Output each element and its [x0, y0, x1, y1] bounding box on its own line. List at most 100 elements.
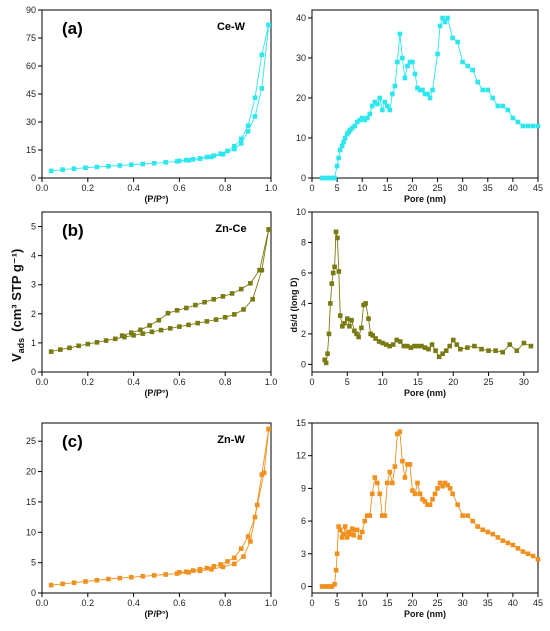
- data-point: [225, 559, 230, 564]
- data-point: [454, 342, 460, 347]
- data-point: [420, 87, 425, 93]
- data-point: [397, 429, 403, 435]
- data-point: [147, 323, 152, 328]
- data-point: [197, 156, 203, 161]
- data-point: [510, 115, 516, 121]
- data-point: [397, 31, 403, 37]
- data-point: [425, 502, 430, 508]
- data-point: [332, 175, 337, 181]
- data-point: [500, 103, 506, 109]
- x-axis-label: Pore (nm): [404, 194, 446, 204]
- x-tick-label: 30: [519, 377, 529, 387]
- data-point: [440, 483, 445, 489]
- panel-1: 0 5 10 15 20 25 30 35 40 45 0 10 20 30 40 Pore (nm): [296, 9, 543, 204]
- data-point: [419, 343, 424, 349]
- data-point: [380, 340, 385, 346]
- x-axis-label: (P/P°): [144, 194, 168, 204]
- data-point: [372, 475, 378, 480]
- data-point: [252, 514, 258, 520]
- data-point: [480, 87, 486, 93]
- data-point: [322, 357, 328, 363]
- y-tick-label: 30: [296, 53, 306, 63]
- x-tick-label: 40: [508, 598, 518, 608]
- data-point: [218, 151, 223, 157]
- data-point: [505, 540, 511, 546]
- x-tick-label: 5: [335, 183, 340, 193]
- data-point: [405, 462, 410, 467]
- data-point: [266, 426, 272, 432]
- y-tick-label: 2: [31, 309, 36, 319]
- data-point: [337, 313, 343, 318]
- data-point: [347, 531, 353, 537]
- data-point: [117, 575, 123, 581]
- data-point: [319, 175, 325, 181]
- x-tick-label: 0: [309, 598, 314, 608]
- ylabel-v: V: [9, 353, 24, 362]
- y-tick-label: 1: [31, 338, 36, 348]
- data-point: [329, 281, 335, 286]
- data-point: [209, 567, 214, 572]
- data-point: [364, 513, 370, 518]
- data-point: [385, 480, 390, 486]
- y-tick-label: 9: [301, 483, 306, 493]
- data-point: [345, 316, 350, 321]
- data-point: [520, 549, 526, 554]
- data-point: [450, 491, 455, 497]
- data-point: [426, 346, 431, 352]
- data-point: [382, 99, 388, 105]
- data-point: [213, 317, 219, 322]
- data-point: [163, 160, 168, 165]
- data-point: [241, 307, 246, 312]
- data-point: [158, 327, 164, 333]
- data-point: [400, 55, 405, 61]
- x-tick-label: 0: [309, 377, 314, 387]
- data-point: [190, 568, 196, 573]
- x-tick-label: 10: [357, 598, 367, 608]
- data-point: [327, 584, 332, 589]
- data-point: [465, 63, 470, 69]
- sample-label: Zn-Ce: [215, 223, 246, 235]
- data-point: [455, 502, 460, 508]
- y-tick-label: 20: [296, 93, 306, 103]
- data-point: [324, 175, 330, 181]
- data-point: [395, 431, 400, 437]
- y-tick-label: 45: [26, 89, 36, 99]
- data-point: [48, 349, 54, 354]
- data-point: [420, 496, 425, 502]
- x-axis-label: (P/P°): [144, 388, 168, 398]
- data-point: [140, 574, 146, 579]
- data-point: [211, 296, 217, 302]
- data-point: [415, 85, 420, 91]
- y-tick-label: 8: [301, 237, 306, 247]
- data-point: [336, 524, 341, 529]
- data-point: [515, 119, 521, 125]
- data-point: [458, 346, 463, 352]
- data-point: [387, 107, 393, 113]
- data-point: [337, 147, 343, 153]
- data-point: [374, 480, 380, 486]
- data-point: [521, 340, 527, 346]
- y-tick-label: 25: [26, 436, 36, 446]
- data-point: [443, 348, 449, 353]
- x-tick-label: 20: [448, 377, 458, 387]
- data-point: [259, 472, 265, 477]
- data-point: [190, 157, 196, 162]
- data-point: [427, 95, 433, 101]
- data-point: [380, 513, 385, 518]
- x-tick-label: 25: [433, 183, 443, 193]
- y-tick-label: 0: [31, 173, 36, 183]
- data-point: [465, 345, 470, 350]
- y-tick-label: 2: [301, 329, 306, 339]
- data-point: [422, 91, 428, 97]
- data-point: [445, 15, 450, 21]
- data-point: [387, 343, 392, 349]
- y-tick-label: 10: [296, 133, 306, 143]
- panel-5: 0 5 10 15 20 25 30 35 40 45 0 3 6 9 12 15 Pore (nm): [296, 418, 543, 619]
- data-point: [248, 280, 253, 286]
- data-point: [337, 527, 343, 533]
- data-point: [427, 502, 433, 508]
- x-tick-label: 30: [458, 598, 468, 608]
- data-point: [442, 19, 448, 25]
- data-point: [495, 103, 501, 109]
